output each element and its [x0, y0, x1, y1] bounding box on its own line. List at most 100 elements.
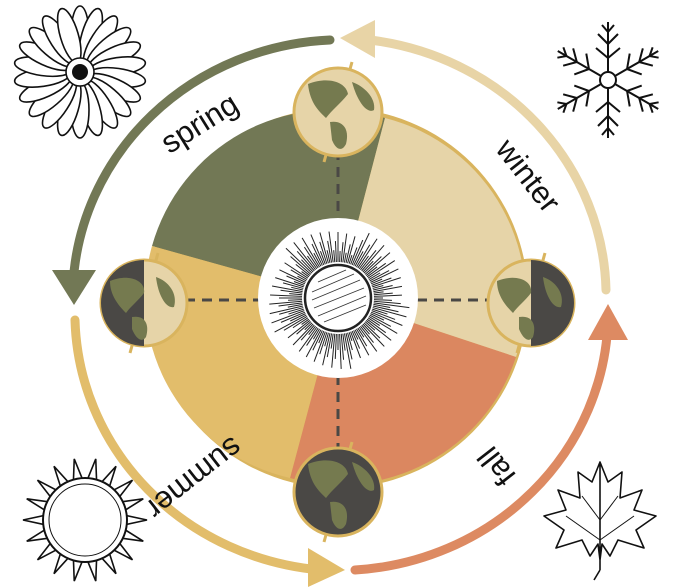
sun-ray [356, 328, 368, 347]
sun-ray [319, 251, 326, 265]
sun-ray [278, 302, 303, 307]
sun-ray [356, 244, 371, 268]
sun-ray [373, 291, 384, 294]
sun-ray [269, 305, 304, 315]
radiant-sun-icon [258, 218, 418, 378]
sun-ray [297, 275, 307, 282]
sun-ray [363, 322, 381, 339]
fall-label: fall [471, 440, 523, 493]
sun-ray [345, 244, 351, 264]
sun-ray [369, 314, 392, 327]
sun-ray [313, 252, 322, 267]
winter-arrow [365, 35, 611, 295]
sun-ray [308, 325, 316, 336]
sun-ray [343, 252, 347, 263]
sun-ray [269, 300, 303, 305]
sun-spike [22, 514, 47, 526]
sun-ray [326, 250, 331, 264]
sun-ray [363, 256, 382, 274]
sun-ray [318, 330, 325, 344]
sun-ray [334, 241, 337, 263]
sun-ray [306, 327, 319, 346]
sun-ray [345, 332, 353, 360]
sun-ray [370, 278, 383, 285]
earth-globe-icon [292, 61, 384, 163]
sun-ray [313, 331, 326, 362]
sun-ray [301, 237, 320, 268]
snowflake-arm [557, 46, 609, 81]
sun-ray [366, 262, 387, 278]
sun-ray [328, 231, 334, 263]
sun-ray [347, 236, 356, 264]
sun-outline-icon [22, 458, 148, 582]
sun-ray [284, 262, 309, 279]
sun-ray [275, 277, 304, 288]
sun-ray [285, 247, 313, 274]
sun-ray [372, 277, 401, 288]
earth-globe-icon [486, 252, 576, 354]
sun-ray [367, 317, 381, 326]
sun-ray [279, 307, 304, 315]
sun-ray [340, 333, 345, 360]
sun-spike [123, 514, 148, 526]
sun-ray [304, 322, 313, 331]
winter-arrowhead [340, 20, 375, 58]
spring-arrowhead [52, 270, 96, 305]
sun-ray [368, 316, 398, 334]
sun-ray [311, 243, 323, 266]
sun-ray [339, 333, 342, 369]
spring-arrow [68, 35, 335, 290]
sun-ray [348, 255, 353, 264]
sun-ray [372, 305, 399, 313]
daisy-flower-icon [13, 5, 147, 139]
sun-ray [279, 269, 306, 283]
sun-ray [353, 232, 370, 266]
snowflake-icon [557, 22, 659, 138]
sun-ray [292, 323, 314, 346]
sun-ray [351, 239, 364, 266]
sun-ray [301, 271, 310, 278]
sun-ray [373, 294, 402, 297]
sun-ray [307, 255, 318, 270]
snowflake-arm [595, 80, 621, 138]
sun-ray [353, 330, 359, 340]
summer-label: summer [140, 430, 250, 527]
sun-ray [358, 326, 378, 352]
sun-ray [287, 303, 303, 308]
cycle-arrows [52, 20, 628, 587]
sun-ray [330, 333, 334, 349]
sun-ray [296, 250, 315, 272]
sun-ray [373, 302, 410, 309]
sun-ray [366, 318, 387, 334]
sun-ray [280, 311, 306, 323]
sun-ray [343, 333, 352, 369]
sun-ray [319, 241, 328, 264]
sun-ray [319, 232, 329, 264]
sun-ray [372, 285, 384, 289]
sun-ray [373, 292, 393, 296]
sun-ray [301, 259, 314, 273]
sun-ray [350, 331, 361, 359]
sun-ray [303, 246, 319, 269]
sun-ray [301, 318, 310, 325]
sun-ray [361, 324, 370, 335]
sun-ray [371, 277, 392, 286]
sun-ray [271, 310, 305, 324]
sun-ray [312, 330, 323, 351]
sun-ray [370, 313, 385, 321]
sun-ray [361, 244, 385, 272]
sun-ray [372, 307, 407, 318]
sun-ray [340, 242, 344, 263]
fall-arrowhead [588, 304, 628, 340]
summer-arrowhead [308, 548, 345, 587]
sun-ray [364, 321, 376, 331]
sun-ray [300, 324, 315, 341]
sun-ray [373, 303, 391, 308]
sun-ray [270, 294, 303, 297]
sun-ray [350, 247, 358, 265]
sun-ray [305, 329, 322, 358]
sun-ray [365, 266, 378, 276]
sun-ray [342, 233, 348, 263]
sun-ray [370, 311, 403, 326]
sun-ray [371, 310, 396, 320]
